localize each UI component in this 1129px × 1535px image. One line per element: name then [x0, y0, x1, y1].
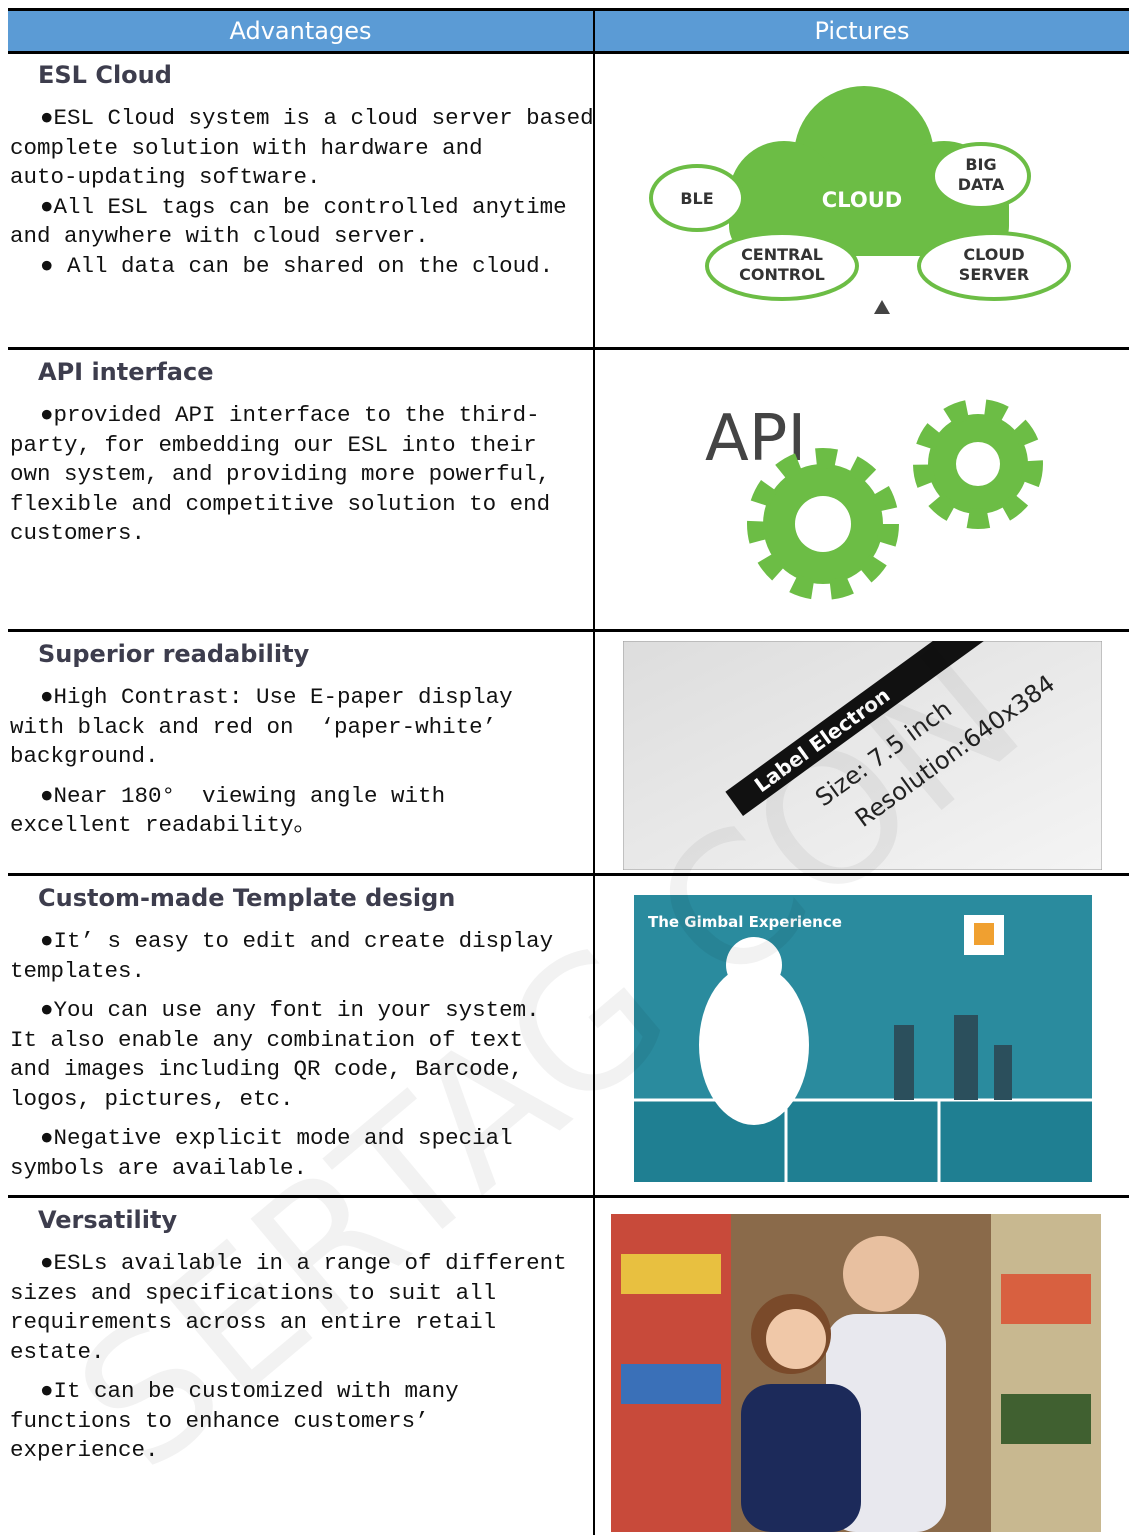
- text-line: background.: [10, 743, 159, 769]
- row-title: Versatility: [38, 1206, 178, 1234]
- column-rule: [593, 8, 595, 1535]
- text-line: complete solution with hardware and: [10, 134, 483, 161]
- epaper-image: Label Electron Size: 7.5 inch Resolution…: [623, 641, 1102, 870]
- text-line: with black and red on ‘paper-white’: [10, 713, 497, 740]
- paragraph: ●It’ s easy to edit and create display te…: [10, 927, 590, 986]
- template-heading: The Gimbal Experience: [648, 913, 842, 931]
- advantage-cell: Versatility ●ESLs available in a range of…: [10, 1205, 590, 1466]
- paragraph: ●High Contrast: Use E-paper display with …: [10, 683, 590, 772]
- row-title: API interface: [38, 358, 214, 386]
- row-rule: [8, 347, 1129, 350]
- cloud-label: BLE: [680, 189, 713, 208]
- advantage-cell: API interface ●provided API interface to …: [10, 357, 590, 549]
- paragraph: ●Near 180° viewing angle with excellent r…: [10, 782, 590, 841]
- api-image: API: [623, 364, 1099, 608]
- paragraph: ●It can be customized with many functions…: [10, 1377, 590, 1466]
- text-line: ● All data can be shared on the cloud.: [40, 252, 554, 279]
- row-title: ESL Cloud: [38, 61, 172, 89]
- cloud-label: CONTROL: [739, 265, 825, 284]
- row-title: Superior readability: [38, 640, 310, 668]
- text-line: auto-updating software.: [10, 164, 321, 190]
- text-line: ●provided API interface to the third-: [40, 402, 540, 428]
- advantage-cell: Superior readability ●High Contrast: Use …: [10, 639, 590, 841]
- paragraph: ●provided API interface to the third-par…: [10, 401, 590, 549]
- row-rule: [8, 629, 1129, 632]
- text-line: ●All ESL tags can be controlled anytime: [40, 193, 567, 220]
- text-line: ●You can use any font in your system.: [40, 997, 540, 1023]
- advantage-cell: ESL Cloud ●ESL Cloud system is a cloud se…: [10, 60, 594, 282]
- text-line: symbols are available.: [10, 1154, 308, 1181]
- text-line: It also enable any combination of text: [10, 1026, 524, 1053]
- row-rule: [8, 873, 1129, 876]
- cloud-label: CLOUD: [963, 245, 1024, 264]
- text-line: ●It can be customized with many: [40, 1378, 459, 1404]
- rule: [8, 8, 1129, 11]
- paragraph: ● All data can be shared on the cloud.: [10, 252, 590, 282]
- paragraph: ●You can use any font in your system. It …: [10, 996, 590, 1114]
- row-rule: [8, 1195, 1129, 1198]
- text-line: ●Near 180° viewing angle with: [40, 782, 446, 809]
- text-line: own system, and providing more powerful,: [10, 461, 551, 487]
- paragraph: ●Negative explicit mode and special symbo…: [10, 1124, 590, 1183]
- text-line: experience.: [10, 1437, 159, 1463]
- text-line: flexible and competitive solution to end: [10, 490, 551, 517]
- text-line: ●Negative explicit mode and special: [40, 1125, 513, 1151]
- header-advantages: Advantages: [8, 10, 593, 52]
- text-line: templates.: [10, 957, 146, 984]
- text-line: ●ESL Cloud system is a cloud server base…: [40, 105, 594, 131]
- text-line: logos, pictures, etc.: [10, 1085, 294, 1112]
- cloud-label: DATA: [958, 175, 1005, 194]
- text-line: customers.: [10, 520, 146, 546]
- text-line: party, for embedding our ESL into their: [10, 431, 537, 458]
- text-line: ●High Contrast: Use E-paper display: [40, 684, 513, 710]
- template-image: The Gimbal Experience: [634, 895, 1092, 1182]
- cloud-image: CLOUD BLE BIG DATA CENTRAL CONTROL CLOUD…: [634, 66, 1084, 328]
- text-line: ●It’ s easy to edit and create display: [40, 928, 554, 954]
- cloud-label: SERVER: [959, 265, 1029, 284]
- paragraph: ●All ESL tags can be controlled anytime a…: [10, 193, 590, 252]
- cloud-label: CLOUD: [822, 188, 902, 212]
- header-pictures: Pictures: [595, 10, 1129, 52]
- paragraph: ●ESL Cloud system is a cloud server base…: [10, 104, 594, 193]
- shop-image: [611, 1214, 1101, 1532]
- text-line: and images including QR code, Barcode,: [10, 1056, 524, 1082]
- cloud-label: BIG: [965, 155, 996, 174]
- row-title: Custom-made Template design: [38, 884, 456, 912]
- advantage-cell: Custom-made Template design ●It’ s easy t…: [10, 883, 590, 1183]
- text-line: sizes and specifications to suit all: [10, 1279, 497, 1306]
- cloud-label: CENTRAL: [741, 245, 823, 264]
- text-line: ●ESLs available in a range of different: [40, 1250, 567, 1276]
- row-rule: [8, 51, 1129, 54]
- text-line: and anywhere with cloud server.: [10, 223, 429, 249]
- text-line: excellent readability。: [10, 812, 317, 838]
- paragraph: ●ESLs available in a range of different s…: [10, 1249, 590, 1367]
- text-line: functions to enhance customers’: [10, 1407, 429, 1434]
- text-line: requirements across an entire retail: [10, 1309, 497, 1335]
- text-line: estate.: [10, 1338, 105, 1365]
